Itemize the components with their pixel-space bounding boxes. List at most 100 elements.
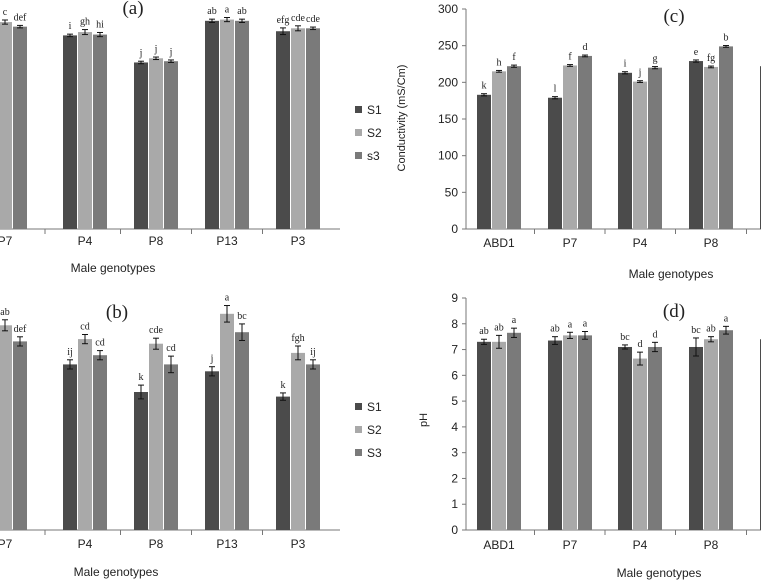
panel-b-significance-letter: ab [0, 307, 9, 318]
panel-b-significance-letter: cde [149, 325, 163, 336]
panel-a-xlabel: Male genotypes [71, 261, 156, 275]
panel-d-significance-letter: bc [620, 332, 630, 343]
panel-c-significance-letter: f [568, 52, 572, 63]
panel-d-ylabel: pH [418, 413, 430, 427]
panel-d-ytick-label: 7 [451, 343, 458, 357]
panel-c-ytick-label: 300 [438, 2, 458, 16]
panel-c-significance-letter: f [512, 52, 516, 63]
panel-a-bar-s3 [164, 61, 178, 229]
panel-d-category-label: P8 [704, 538, 719, 552]
panel-a-bar-s3 [306, 28, 320, 229]
panel-a-legend-label: s3 [367, 149, 380, 163]
panel-b-bar-s3 [13, 341, 27, 530]
panel-a-significance-letter: gh [80, 17, 90, 28]
panel-a-bar-s3 [235, 20, 249, 230]
panel-a-legend-label: S1 [367, 103, 382, 117]
panel-b-significance-letter: def [14, 324, 27, 335]
panel-b-significance-letter: cd [166, 343, 175, 354]
panel-a-category-label: P13 [216, 234, 238, 248]
panel-a-bar-s3 [13, 26, 27, 229]
panel-a-bar-s1 [276, 31, 290, 230]
panel-c-significance-letter: l [554, 84, 557, 95]
panel-c-ytick-label: 100 [438, 149, 458, 163]
panel-c-bar-s1 [618, 72, 632, 229]
panel-d-significance-letter: a [568, 319, 573, 330]
panel-b-legend-label: S2 [367, 423, 382, 437]
panel-d-bar-s3 [578, 335, 592, 530]
panel-a-category-label: P8 [149, 234, 164, 248]
panel-d-category-label: ABD1 [483, 538, 515, 552]
panel-c-bar-s3 [507, 66, 521, 229]
panel-b-legend-label: S1 [367, 400, 382, 414]
panel-d-significance-letter: d [638, 339, 643, 350]
panel-b-significance-letter: ij [67, 347, 73, 358]
panel-c-significance-letter: d [583, 42, 588, 53]
panel-d-ytick-label: 5 [451, 394, 458, 408]
panel-c-ytick-label: 200 [438, 75, 458, 89]
panel-b-bar-s1 [276, 396, 290, 530]
panel-c-significance-letter: g [653, 54, 658, 65]
panel-c-significance-letter: h [497, 57, 502, 68]
panel-b-title: (b) [106, 302, 128, 323]
panel-b-category-label: P13 [216, 537, 238, 551]
panel-d-bar-s2 [492, 341, 506, 530]
panel-a-category-label: P3 [291, 234, 306, 248]
panel-b-significance-letter: j [210, 354, 214, 365]
panel-a-significance-letter: ab [237, 6, 246, 17]
panel-c-ytick-label: 50 [445, 185, 459, 199]
panel-d-bar-s3 [507, 332, 521, 530]
panel-c-bar-s1 [548, 97, 562, 229]
panel-c-ytick-label: 250 [438, 39, 458, 53]
panel-c-category-label: ABD1 [483, 236, 515, 250]
panel-c-bar-s3 [648, 67, 662, 230]
panel-d-significance-letter: a [583, 319, 588, 330]
panel-a-legend-swatch [355, 152, 362, 159]
panel-b-significance-letter: k [281, 380, 286, 391]
panel-b-legend-swatch [355, 449, 362, 456]
panel-d-bar-s2 [633, 358, 647, 530]
panel-a-significance-letter: ab [207, 6, 216, 17]
panel-a-significance-letter: i [69, 21, 72, 32]
panel-d-bar-s1 [548, 340, 562, 530]
panel-a-significance-letter: cde [291, 13, 305, 24]
panel-c-ytick-label: 150 [438, 112, 458, 126]
panel-a-category-label: P7 [0, 234, 13, 248]
panel-d-ytick-label: 6 [451, 368, 458, 382]
panel-a-title: (a) [122, 0, 143, 19]
panel-c-bar-s3 [719, 46, 733, 230]
panel-c-ylabel: Conductivity (mS/Cm) [396, 65, 408, 172]
panel-b-bar-s2 [220, 313, 234, 530]
panel-b-category-label: P4 [78, 537, 93, 551]
panel-b-bar-s1 [63, 364, 77, 530]
panel-d-significance-letter: ab [550, 324, 559, 335]
panel-a-significance-letter: a [225, 4, 230, 15]
panel-c-bar-s1 [477, 94, 491, 229]
panel-b-bar-s3 [235, 332, 249, 530]
panel-b-bar-s2 [78, 339, 92, 530]
panel-b-legend-swatch [355, 426, 362, 433]
panel-a-bar-s2 [149, 58, 163, 229]
panel-d-ytick-label: 4 [451, 420, 458, 434]
panel-d-category-label: P4 [633, 538, 648, 552]
panel-c-significance-letter: j [638, 68, 642, 79]
panel-b-legend-label: S3 [367, 446, 382, 460]
panel-d-plot: 0123456789ABD1P7P4P8P13ababbcbcaabadabaa… [451, 291, 761, 552]
panel-b-bar-s3 [164, 364, 178, 530]
panel-c-bar-s3 [578, 55, 592, 229]
panel-b-bar-s3 [93, 355, 107, 530]
panel-c-bar-s1 [689, 61, 703, 229]
panel-d-ytick-label: 2 [451, 471, 458, 485]
panel-a-bar-s1 [205, 20, 219, 230]
panel-b-significance-letter: ij [310, 347, 316, 358]
panel-d-category-label: P7 [563, 538, 578, 552]
panel-d-ytick-label: 3 [451, 446, 458, 460]
panel-d-ytick-label: 9 [451, 291, 458, 305]
panel-a-significance-letter: c [3, 7, 8, 18]
panel-c-bar-s2 [563, 65, 577, 229]
panel-c-category-label: P4 [633, 236, 648, 250]
panel-d-bar-s1 [618, 346, 632, 530]
panel-d-significance-letter: a [724, 313, 729, 324]
panel-d-significance-letter: d [653, 329, 658, 340]
panel-b-category-label: P8 [149, 537, 164, 551]
